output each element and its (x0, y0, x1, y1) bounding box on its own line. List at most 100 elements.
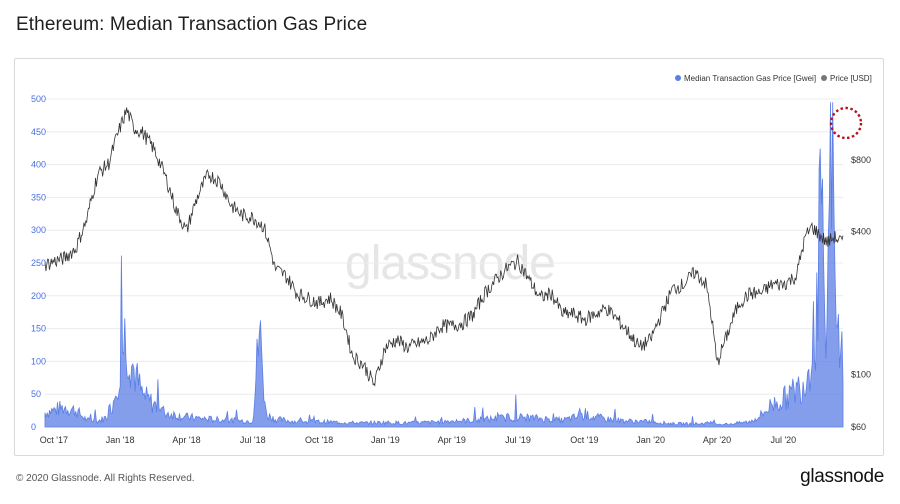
gas-data-point (584, 414, 586, 416)
price-data-point (307, 297, 309, 299)
gas-data-point (811, 354, 813, 356)
gas-data-point (64, 407, 66, 409)
price-data-point (241, 214, 243, 216)
price-data-point (573, 313, 575, 315)
price-data-point (595, 313, 597, 315)
price-series[interactable] (44, 107, 844, 387)
price-data-point (263, 226, 265, 228)
price-data-point (617, 319, 619, 321)
gas-data-point (296, 421, 298, 423)
gas-data-point (340, 422, 342, 424)
y-left-tick-label: 250 (31, 258, 46, 268)
gas-data-point (495, 418, 497, 420)
footer-logo[interactable]: glassnode (800, 466, 884, 487)
price-data-point (811, 226, 813, 228)
price-data-point (771, 283, 773, 285)
price-data-point (727, 332, 729, 334)
price-data-point (818, 233, 820, 235)
price-data-point (318, 302, 320, 304)
price-data-point (683, 283, 685, 285)
legend[interactable]: Median Transaction Gas Price [Gwei] Pric… (675, 74, 872, 83)
price-data-point (219, 181, 221, 183)
y-left-tick-label: 50 (31, 389, 41, 399)
gas-data-point (385, 422, 387, 424)
y-left-tick-label: 0 (31, 422, 36, 432)
price-data-point (473, 313, 475, 315)
price-data-point (374, 384, 376, 386)
y-left-tick-label: 500 (31, 94, 46, 104)
y-left-tick-label: 300 (31, 225, 46, 235)
gas-data-point (113, 400, 115, 402)
price-data-point (385, 347, 387, 349)
gas-data-point (694, 423, 696, 425)
gas-data-point (274, 418, 276, 420)
x-tick-label: Jan '18 (106, 435, 135, 445)
x-tick-label: Jul '20 (770, 435, 796, 445)
x-tick-label: Oct '19 (570, 435, 598, 445)
gas-data-point (831, 111, 833, 113)
price-data-point (672, 288, 674, 290)
gas-price-series[interactable] (44, 102, 844, 428)
gas-data-point (259, 328, 261, 330)
price-data-point (252, 216, 254, 218)
grid-lines (45, 98, 843, 428)
x-tick-label: Jan '20 (636, 435, 665, 445)
price-data-point (639, 347, 641, 349)
price-data-point (705, 283, 707, 285)
price-data-point (64, 257, 66, 259)
gas-data-point (429, 422, 431, 424)
x-tick-label: Jul '18 (240, 435, 266, 445)
y-left-tick-label: 400 (31, 160, 46, 170)
price-data-point (418, 343, 420, 345)
price-data-point (506, 268, 508, 270)
x-tick-label: Oct '17 (40, 435, 68, 445)
gas-data-point (738, 422, 740, 424)
gas-data-point (672, 423, 674, 425)
gas-data-point (451, 420, 453, 422)
price-data-point (108, 162, 110, 164)
peak-annotation-circle (829, 106, 863, 140)
price-data-point (86, 219, 88, 221)
price-data-point (661, 313, 663, 315)
price-data-point (760, 292, 762, 294)
price-data-point (462, 322, 464, 324)
price-data-point (440, 325, 442, 327)
y-left-tick-label: 100 (31, 356, 46, 366)
price-data-point (738, 302, 740, 304)
price-data-point (119, 127, 121, 129)
price-data-point (97, 173, 99, 175)
price-data-point (716, 364, 718, 366)
price-data-point (712, 325, 714, 327)
gas-data-point (805, 380, 807, 382)
price-data-point (126, 109, 128, 111)
gas-data-point (130, 361, 132, 363)
price-line (44, 107, 844, 387)
gas-data-point (749, 421, 751, 423)
y-right-tick-label: $400 (851, 227, 871, 237)
gas-data-point (842, 361, 844, 363)
gas-data-point (124, 334, 126, 336)
chart-svg[interactable]: glassnode 050100150200250300350400450500… (15, 59, 883, 455)
price-data-point (749, 292, 751, 294)
gas-data-point (825, 370, 827, 372)
price-data-point (789, 279, 791, 281)
gas-data-point (716, 423, 718, 425)
price-data-point (694, 271, 696, 273)
x-tick-label: Apr '19 (438, 435, 466, 445)
price-data-point (53, 260, 55, 262)
gas-data-point (265, 413, 267, 415)
gas-data-point (141, 395, 143, 397)
price-data-point (329, 297, 331, 299)
price-data-point (351, 355, 353, 357)
legend-gas-marker (675, 75, 681, 81)
gas-data-point (44, 412, 46, 414)
y-right-tick-label: $800 (851, 155, 871, 165)
gas-data-point (820, 183, 822, 185)
gas-data-point (827, 295, 829, 297)
gas-data-point (836, 347, 838, 349)
price-data-point (340, 313, 342, 315)
price-data-point (296, 292, 298, 294)
page-title: Ethereum: Median Transaction Gas Price (16, 14, 368, 35)
y-left-tick-label: 150 (31, 324, 46, 334)
price-data-point (175, 208, 177, 210)
